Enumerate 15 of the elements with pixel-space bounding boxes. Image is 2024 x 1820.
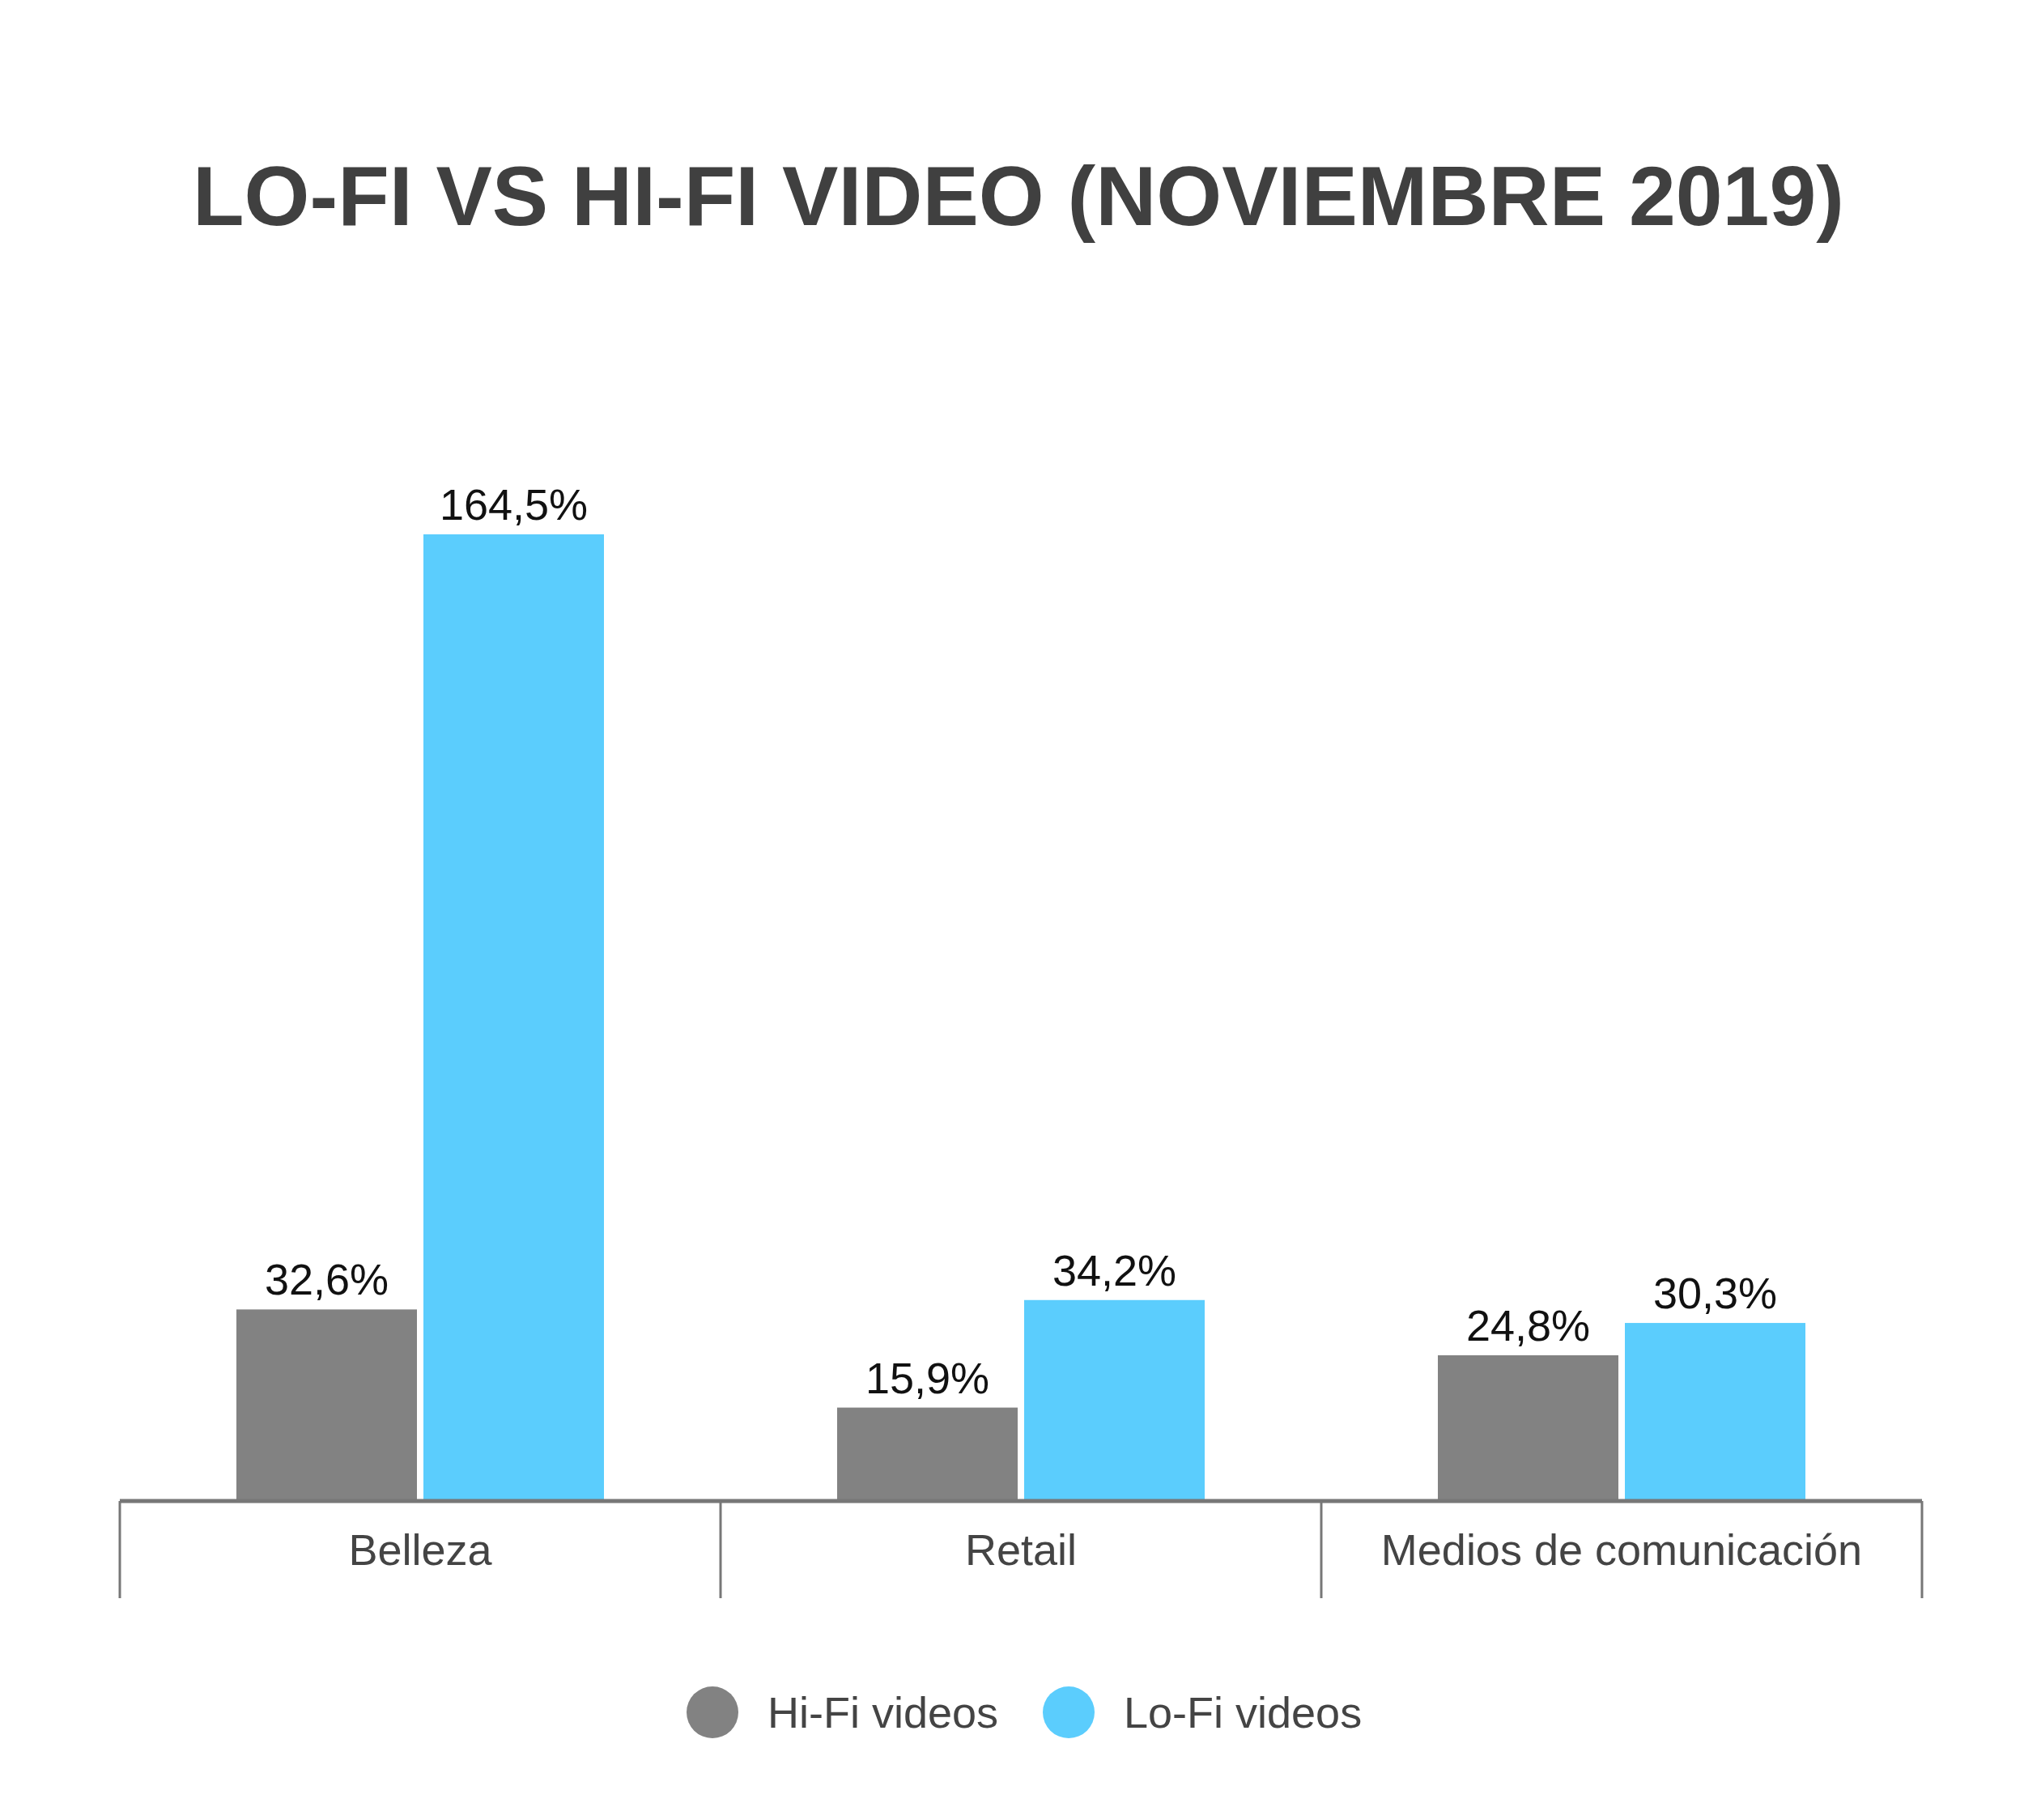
data-label: 30,3% [1652, 1269, 1778, 1318]
data-label: 32,6% [264, 1255, 389, 1304]
data-label: 34,2% [1052, 1245, 1177, 1295]
bar [1625, 1323, 1805, 1501]
data-label: 15,9% [865, 1353, 990, 1402]
legend-label: Lo-Fi videos [1124, 1688, 1363, 1737]
x-tick-label: Retail [964, 1525, 1078, 1574]
bar [423, 534, 604, 1501]
chart-title: LO-FI VS HI-FI VIDEO (NOVIEMBRE 2019) [193, 149, 1844, 243]
data-label: 24,8% [1465, 1300, 1591, 1350]
x-tick-label: Belleza [348, 1525, 493, 1574]
bar [1024, 1299, 1205, 1501]
data-label: 164,5% [439, 480, 589, 529]
x-tick-label: Medios de comunicación [1380, 1525, 1863, 1574]
legend-label: Hi-Fi videos [768, 1688, 999, 1737]
